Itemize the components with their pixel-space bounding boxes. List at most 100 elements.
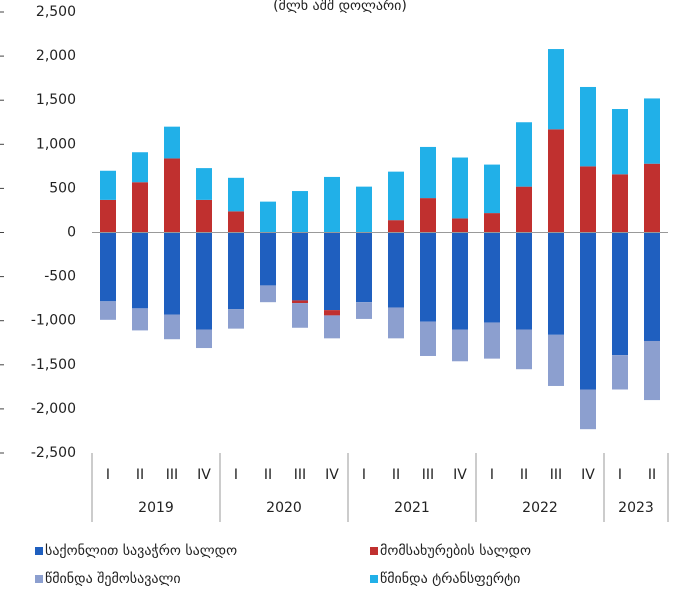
bar-segment: [132, 152, 148, 183]
x-tick-label: II: [648, 467, 656, 483]
bar-segment: [196, 168, 212, 200]
bar-segment: [260, 285, 276, 303]
bar-segment: [260, 232, 276, 286]
x-tick-label: I: [234, 467, 238, 483]
bar-segment: [516, 186, 532, 233]
bar-segment: [388, 232, 404, 308]
y-tick-label: -1,500: [31, 357, 76, 373]
x-group-label: 2023: [618, 500, 654, 516]
y-tick-label: 2,000: [36, 48, 76, 64]
bar-segment: [612, 174, 628, 233]
bar-segment: [516, 329, 532, 370]
x-tick-label: II: [520, 467, 528, 483]
legend-swatch: [35, 575, 43, 583]
bar-segment: [452, 157, 468, 219]
x-tick-label: I: [490, 467, 494, 483]
bar-segment: [324, 315, 340, 339]
bar-segment: [644, 232, 660, 341]
x-tick-label: IV: [581, 467, 595, 483]
bar-segment: [164, 232, 180, 315]
bar-segment: [580, 389, 596, 430]
x-tick-label: IV: [197, 467, 211, 483]
bar-segment: [356, 232, 372, 303]
bar-segment: [324, 232, 340, 311]
bar-segment: [260, 201, 276, 233]
bar-segment: [228, 232, 244, 310]
x-tick-label: III: [550, 467, 562, 483]
bar-segment: [292, 303, 308, 328]
y-tick-label: 2,500: [36, 4, 76, 20]
bar-segment: [132, 232, 148, 309]
bar-segment: [292, 191, 308, 233]
y-tick-label: -500: [44, 269, 76, 285]
bar-segment: [644, 98, 660, 164]
y-tick-label: -2,000: [31, 401, 76, 417]
x-tick-label: III: [294, 467, 306, 483]
legend-swatch: [35, 547, 43, 555]
bar-segment: [100, 170, 116, 200]
legend-swatch: [370, 575, 378, 583]
bar-segment: [420, 198, 436, 233]
bar-segment: [580, 86, 596, 167]
x-tick-label: II: [392, 467, 400, 483]
bar-segment: [196, 329, 212, 349]
bar-segment: [420, 232, 436, 322]
bar-segment: [420, 321, 436, 356]
bar-segment: [612, 355, 628, 390]
y-tick-label: 1,500: [36, 92, 76, 108]
bar-segment: [228, 211, 244, 233]
bar-segment: [132, 308, 148, 331]
x-tick-label: I: [106, 467, 110, 483]
legend-swatch: [370, 547, 378, 555]
bar-segment: [452, 232, 468, 330]
bar-segment: [324, 310, 340, 316]
bar-segment: [228, 177, 244, 212]
x-group-label: 2020: [266, 500, 302, 516]
bar-segment: [356, 302, 372, 319]
bar-segment: [100, 301, 116, 320]
bar-segment: [516, 232, 532, 330]
bar-segment: [548, 129, 564, 233]
bar-segment: [644, 163, 660, 233]
bar-segment: [548, 334, 564, 386]
x-group-label: 2022: [522, 500, 558, 516]
bar-segment: [228, 309, 244, 329]
y-tick-label: -2,500: [31, 445, 76, 461]
y-tick-label: 1,000: [36, 136, 76, 152]
bar-segment: [420, 146, 436, 199]
bar-segment: [164, 126, 180, 159]
bar-segment: [452, 218, 468, 233]
bar-segment: [484, 164, 500, 214]
bar-segment: [388, 220, 404, 233]
legend-label: წმინდა ტრანსფერტი: [380, 570, 520, 587]
x-tick-label: II: [136, 467, 144, 483]
bar-segment: [612, 109, 628, 175]
x-tick-label: I: [362, 467, 366, 483]
bar-segment: [196, 199, 212, 233]
bar-segment: [484, 232, 500, 323]
x-group-label: 2019: [138, 500, 174, 516]
bar-segment: [484, 322, 500, 359]
bar-segment: [644, 340, 660, 401]
x-tick-label: II: [264, 467, 272, 483]
bar-segment: [580, 166, 596, 233]
bar-segment: [132, 182, 148, 233]
bar-segment: [164, 158, 180, 233]
bar-segment: [452, 329, 468, 362]
x-group-label: 2021: [394, 500, 430, 516]
bar-segment: [388, 307, 404, 339]
y-tick-label: 500: [49, 180, 76, 196]
bar-segment: [196, 232, 212, 330]
x-tick-label: III: [422, 467, 434, 483]
chart-subtitle: (მლნ აშშ დოლარი): [273, 0, 407, 14]
legend-label: წმინდა შემოსავალი: [45, 571, 181, 587]
legend-label: საქონლით სავაჭრო სალდო: [45, 542, 237, 559]
bar-segment: [292, 300, 308, 304]
bar-segment: [612, 232, 628, 356]
y-tick-label: 0: [67, 225, 76, 241]
bar-segment: [164, 314, 180, 340]
x-tick-label: IV: [325, 467, 339, 483]
x-tick-label: IV: [453, 467, 467, 483]
bar-segment: [548, 49, 564, 130]
bar-segment: [100, 199, 116, 233]
